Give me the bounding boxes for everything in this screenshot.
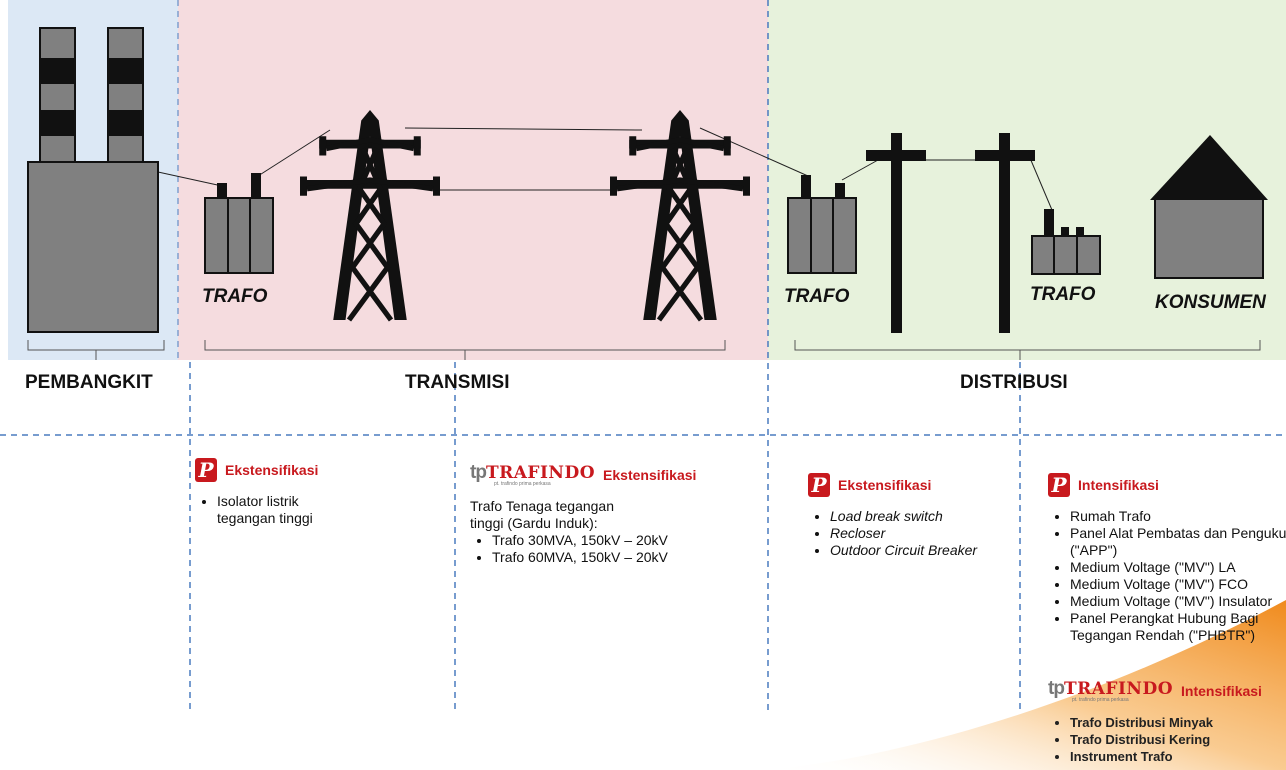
logo-p: P [1048,473,1070,497]
item-list: Isolator listrik tegangan tinggi [195,493,347,527]
column-header: tp TRAFINDO pt. trafindo prima perkasa Ekst… [470,460,710,490]
stage-label: TRANSMISI [405,372,510,393]
power-plant [27,27,159,333]
icon-label: TRAFO [1030,284,1096,305]
logo-tagline: pt. trafindo prima perkasa [494,481,551,487]
item: Panel Perangkat Hubung Bagi Tegangan Ren… [1070,610,1286,644]
logo-trafindo: tp TRAFINDO pt. trafindo prima perkasa [470,463,595,487]
logo-p: P [808,473,830,497]
item: Trafo 60MVA, 150kV – 20kV [492,549,692,566]
logo-row: tp TRAFINDO [470,463,595,482]
logo-trafindo: tp TRAFINDO pt. trafindo prima perkasa [1048,679,1173,703]
item: Instrument Trafo [1070,748,1286,765]
item: Load break switch [830,508,998,525]
item: Medium Voltage ("MV") FCO [1070,576,1286,593]
item-list: Load break switchRecloserOutdoor Circuit… [808,508,998,559]
column-header: P Intensifikasi [1048,470,1286,500]
logo-row: tp TRAFINDO [1048,679,1173,698]
column: P Ekstensifikasi Load break switchRecloser… [808,470,998,559]
column: P Ekstensifikasi Isolator listrik tegangan… [195,455,385,527]
dividers [0,0,1286,710]
heading: Intensifikasi [1078,476,1159,493]
heading: Intensifikasi [1181,682,1262,699]
item: Isolator listrik tegangan tinggi [217,493,347,527]
decor-gradient [760,600,1286,770]
item: Rumah Trafo [1070,508,1286,525]
item-list: Trafo 30MVA, 150kV – 20kVTrafo 60MVA, 15… [470,532,692,566]
logo-mark: tp [470,462,487,483]
item: Medium Voltage ("MV") LA [1070,559,1286,576]
column-header: P Ekstensifikasi [808,470,998,500]
column: tp TRAFINDO pt. trafindo prima perkasa Ekst… [470,460,710,566]
wires [157,127,1053,211]
item: Recloser [830,525,998,542]
column-header: tp TRAFINDO pt. trafindo prima perkasa Inte… [1048,676,1286,706]
icon-label: KONSUMEN [1155,292,1266,313]
heading: Ekstensifikasi [838,476,932,493]
house [1150,135,1268,279]
heading: Ekstensifikasi [225,461,319,478]
item: Panel Alat Pembatas dan Pengukur ("APP") [1070,525,1286,559]
item: Medium Voltage ("MV") Insulator [1070,593,1286,610]
icon-label: TRAFO [202,286,268,307]
item-list: Trafo Distribusi MinyakTrafo Distribusi … [1048,714,1286,765]
item: Outdoor Circuit Breaker [830,542,998,559]
item: Trafo Distribusi Kering [1070,731,1286,748]
column: P Intensifikasi Rumah TrafoPanel Alat Pemb… [1048,470,1286,644]
intro: Trafo Tenaga tegangan tinggi (Gardu Indu… [470,498,615,531]
item-list: Rumah TrafoPanel Alat Pembatas dan Pengu… [1048,508,1286,644]
poles [866,133,1035,333]
transformers [204,173,1101,275]
column: tp TRAFINDO pt. trafindo prima perkasa Inte… [1048,676,1286,765]
logo-tagline: pt. trafindo prima perkasa [1072,697,1129,703]
logo-brand: TRAFINDO [485,463,596,483]
logo-brand: TRAFINDO [1063,679,1174,699]
brackets [27,340,1261,360]
logo-mark: tp [1048,678,1065,699]
heading: Ekstensifikasi [603,466,697,483]
item: Trafo 30MVA, 150kV – 20kV [492,532,692,549]
icon-label: TRAFO [784,286,850,307]
stage-label: PEMBANGKIT [25,372,153,393]
logo-p: P [195,458,217,482]
column-header: P Ekstensifikasi [195,455,385,485]
stage-label: DISTRIBUSI [960,372,1068,393]
item: Trafo Distribusi Minyak [1070,714,1286,731]
